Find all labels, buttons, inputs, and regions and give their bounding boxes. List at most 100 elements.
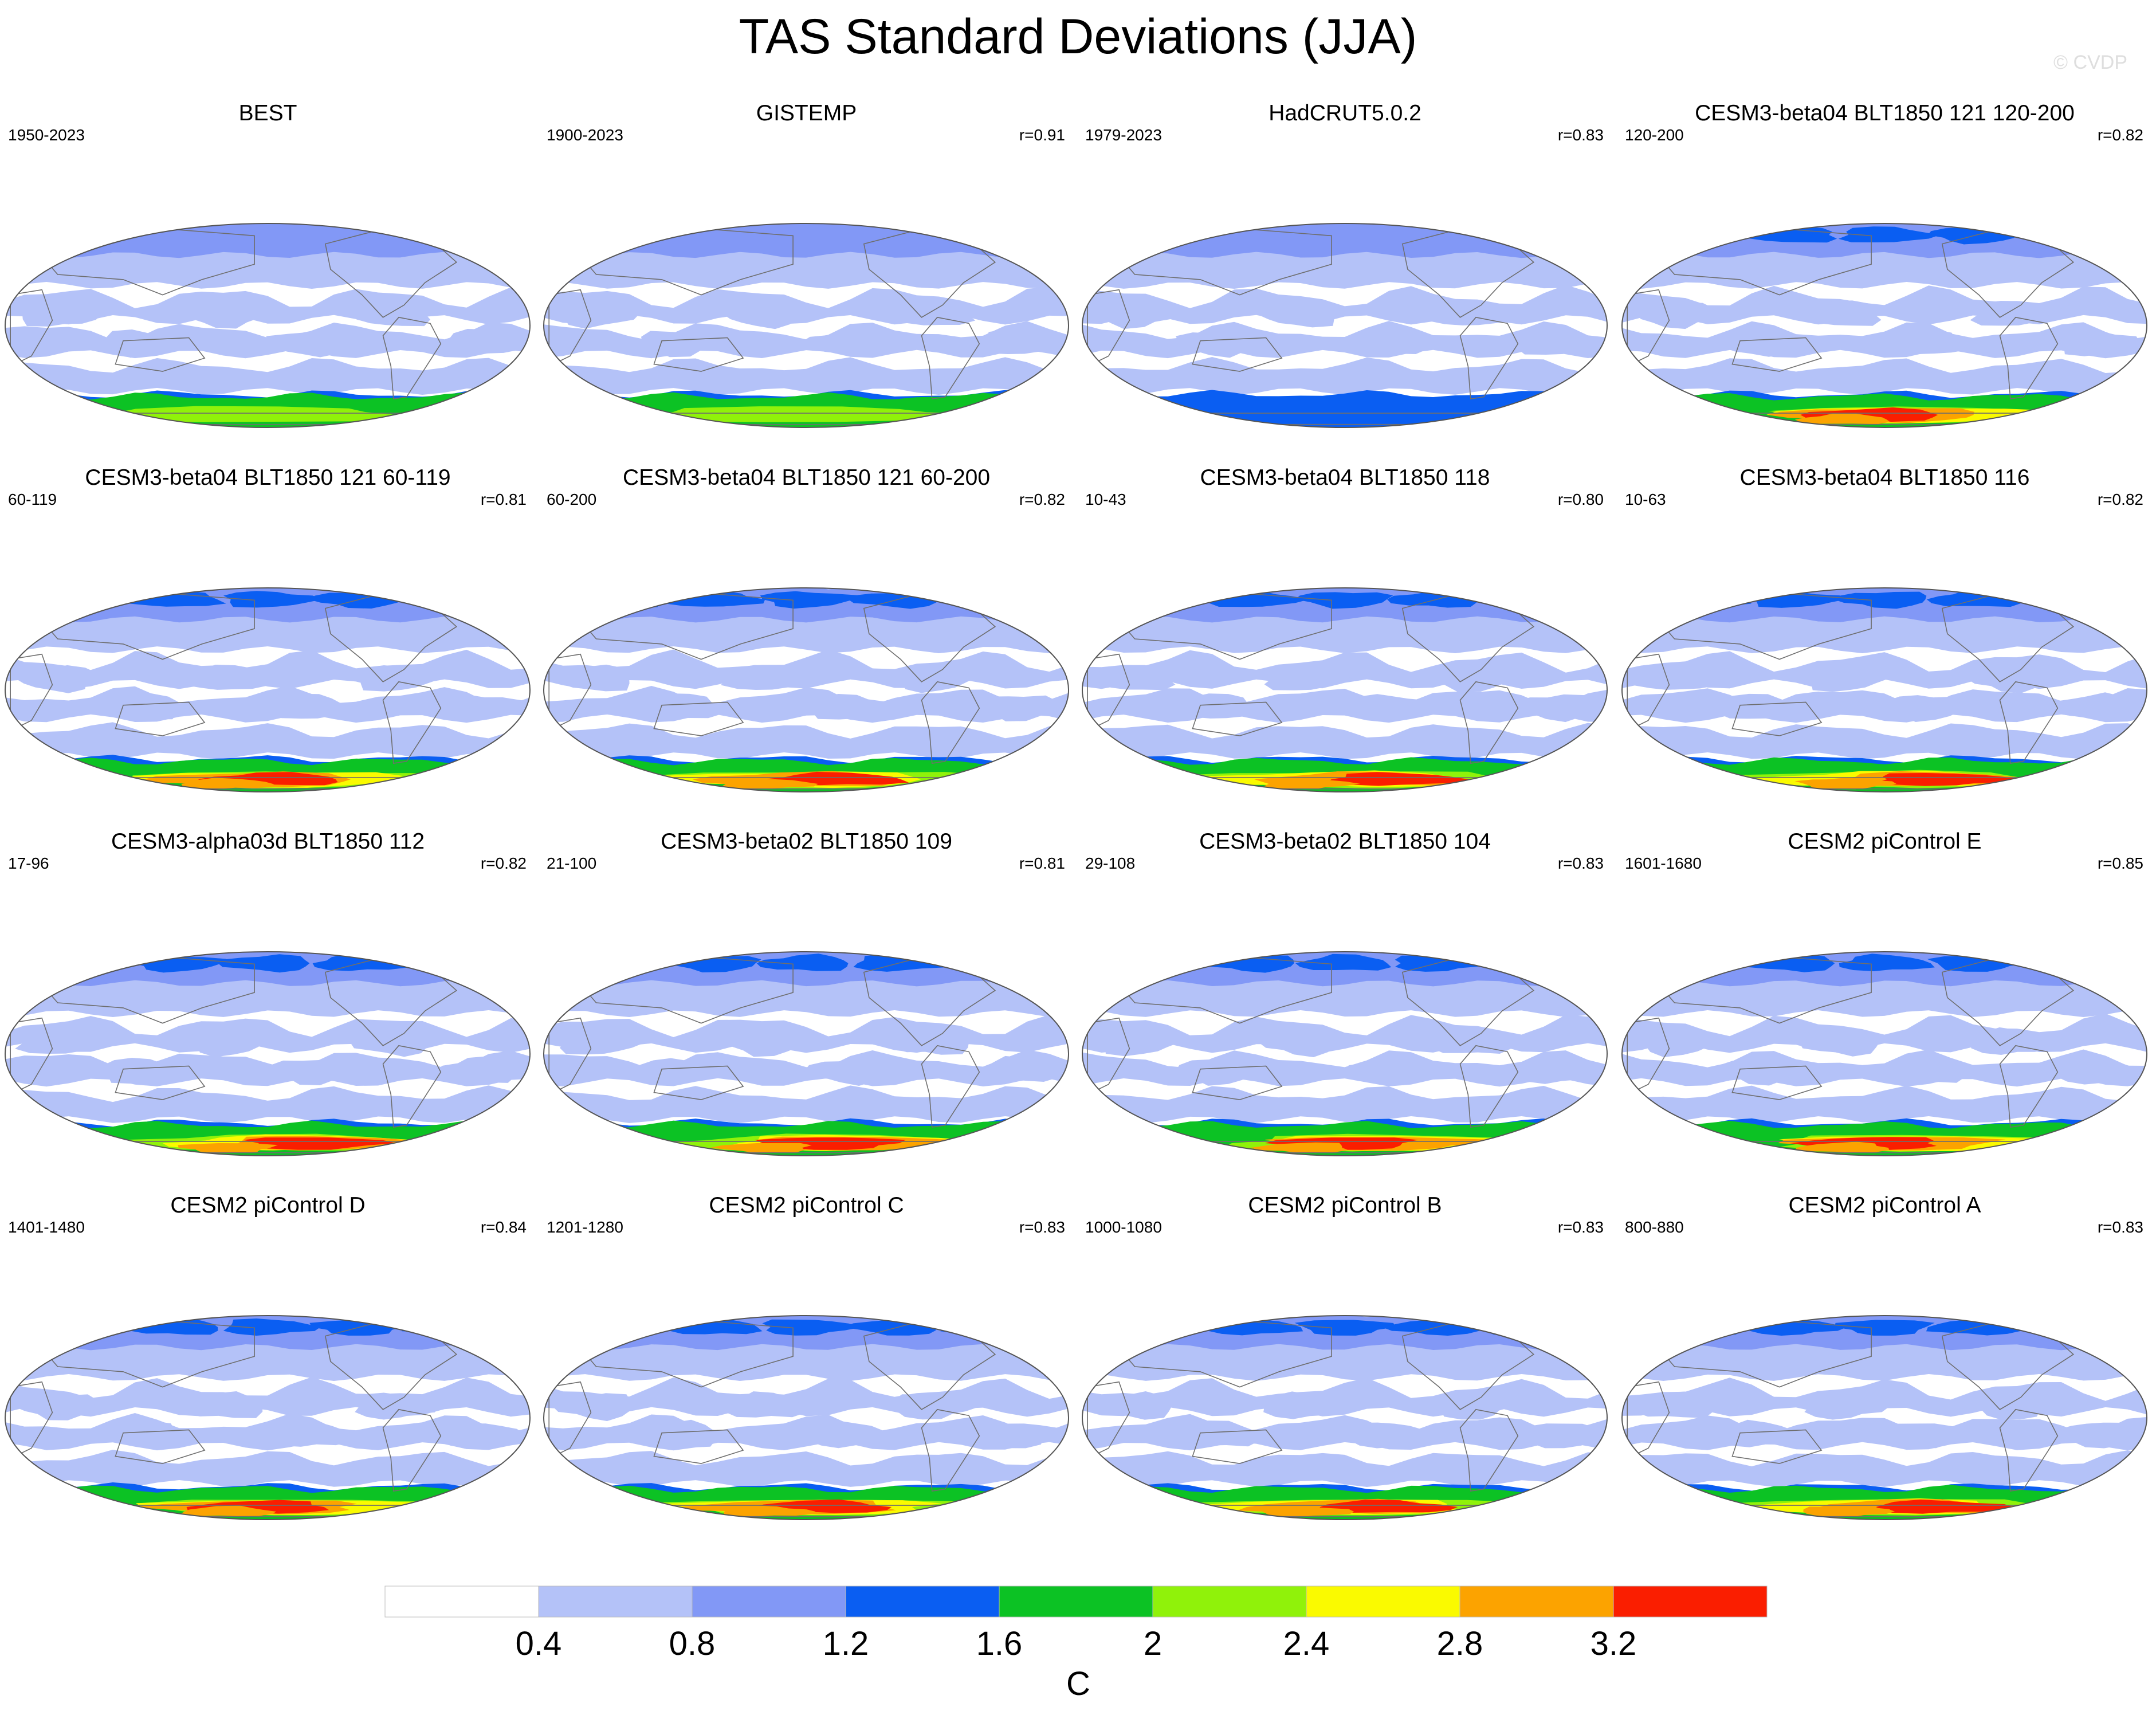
contour-level-3 [1112,1317,1204,1336]
contour-level-2 [5,223,530,258]
map-figure [543,951,1069,1156]
contour-level-1 [2055,329,2141,356]
colorbar-tick-label: 2.4 [1283,1625,1330,1662]
contour-level-1 [437,694,522,722]
contour-level-1 [1427,667,1513,693]
map-panel: CESM3-beta04 BLT1850 121 60-200 60-200 r=0… [539,462,1074,823]
map-panel: CESM2 piControl E 1601-1680 r=0.85 [1617,826,2153,1187]
map-field [544,223,1069,427]
coastline [921,681,980,764]
contour-level-1 [808,1420,893,1449]
contour-level-1 [544,357,1069,395]
contour-level-1 [721,1391,807,1418]
contour-level-7 [179,1505,277,1516]
contour-level-1 [1883,329,1971,354]
coastline [115,701,206,736]
contour-level-1 [185,1030,270,1057]
contour-level-3 [572,1318,664,1337]
coastline [115,337,206,372]
coastline [1192,701,1283,736]
contour-level-3 [940,1317,1038,1335]
contour-level-8 [1878,773,2025,786]
coastline [1999,316,2059,400]
map-panel: CESM2 piControl A 800-880 r=0.83 [1617,1190,2153,1551]
contour-level-3 [33,1319,129,1336]
map-figure [1082,1315,1608,1520]
contour-level-1 [1631,1391,1713,1418]
panel-correlation: r=0.85 [2097,854,2143,872]
panel-correlation: r=0.82 [2097,490,2143,508]
contour-level-1 [1082,357,1607,395]
coastline [569,228,794,296]
map-panel: CESM3-beta04 BLT1850 121 120-200 120-200 r… [1617,97,2153,458]
panel-period: 1900-2023 [547,126,623,144]
contour-level-1 [559,300,639,329]
contour-level-1 [268,1419,353,1447]
contour-level-1 [1094,1029,1180,1057]
colorbar-swatch [999,1586,1153,1618]
panel-correlation: r=0.81 [480,490,527,508]
contour-level-1 [1622,1085,2147,1123]
map-border [543,587,1069,792]
contour-level-7 [710,1143,812,1153]
contour-level-1 [1633,1030,1719,1057]
contour-level-1 [104,329,184,358]
contour-level-3 [34,591,128,609]
panel-title: CESM3-beta04 BLT1850 116 [1739,465,2030,490]
contour-level-7 [1262,1505,1354,1518]
map-panel: CESM3-alpha03d BLT1850 112 17-96 r=0.82 [0,826,536,1187]
contour-level-7 [178,1143,278,1153]
panel-correlation: r=0.83 [1557,854,1604,872]
map-border [1621,1315,2147,1520]
map-border [1621,951,2147,1156]
contour-level-1 [181,665,270,690]
panel-correlation: r=0.83 [1557,126,1604,144]
coastline [653,1065,744,1100]
contour-level-7 [1250,1142,1349,1153]
contour-level-8 [1328,772,1470,786]
contour-level-3 [1651,590,1752,607]
contour-level-1 [13,1394,97,1420]
map-figure [1621,1315,2147,1520]
coastline [569,592,794,660]
panel-title: CESM2 piControl B [1248,1193,1442,1218]
contour-level-1 [1082,1451,1607,1487]
map-figure [5,223,531,428]
map-field [1082,588,1607,792]
coastline [569,956,794,1024]
page-title: TAS Standard Deviations (JJA) [739,9,1417,64]
contour-level-1 [1097,302,1177,329]
contour-level-2 [1082,223,1607,258]
contour-level-7 [1794,1141,1890,1153]
contour-level-7 [721,778,818,790]
contour-level-1 [720,1030,806,1057]
contour-level-1 [1966,666,2048,693]
map-figure [543,1315,1069,1520]
map-field [544,1316,1069,1520]
colorbar-tick-label: 2 [1144,1625,1162,1662]
colorbar: 0.4 0.8 1.2 1.6 2 2.4 2.8 3.2 C [384,1586,1768,1702]
contour-level-8 [243,1137,396,1150]
map-panel: HadCRUT5.0.2 1979-2023 r=0.83 [1077,97,1613,458]
contour-level-1 [1718,1419,1802,1447]
panel-period: 1401-1480 [8,1218,85,1236]
contour-level-1 [1427,300,1515,325]
contour-level-1 [1510,694,1591,723]
map-panel: CESM2 piControl D 1401-1480 r=0.84 [0,1190,536,1551]
panel-title: CESM3-alpha03d BLT1850 112 [111,829,425,854]
coastline [1108,228,1332,296]
panel-period: 800-880 [1625,1218,1684,1236]
colorbar-tick-label: 3.2 [1591,1625,1637,1662]
colorbar-swatch [692,1586,846,1618]
contour-level-3 [756,953,849,971]
map-border [543,223,1069,428]
contour-level-3 [1082,390,1607,427]
contour-level-1 [14,665,96,693]
contour-level-1 [1175,1420,1259,1447]
map-panel: CESM3-beta02 BLT1850 109 21-100 r=0.81 [539,826,1074,1187]
contour-level-1 [800,329,885,355]
coastline [30,1320,255,1388]
contour-level-1 [1082,723,1607,759]
coastline [1108,1320,1332,1388]
watermark: © CVDP [2053,52,2127,73]
